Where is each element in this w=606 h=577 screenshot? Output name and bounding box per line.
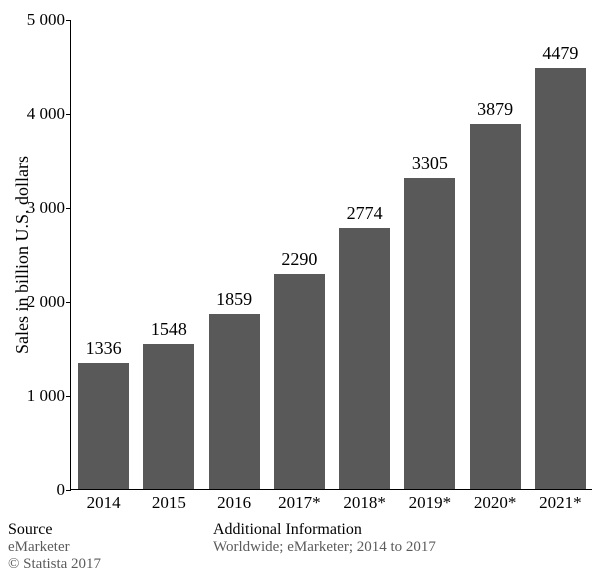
bar-value-label: 4479 <box>542 43 578 68</box>
bar: 1548 <box>143 344 194 490</box>
additional-info-text: Worldwide; eMarketer; 2014 to 2017 <box>213 539 598 556</box>
additional-info-title: Additional Information <box>213 521 598 539</box>
bar-value-label: 1336 <box>86 338 122 363</box>
bar-value-label: 2774 <box>347 203 383 228</box>
bar: 2774 <box>339 228 390 489</box>
bar: 4479 <box>535 68 586 489</box>
x-tick-label: 2014 <box>87 489 121 513</box>
y-tick-mark <box>66 490 71 491</box>
x-tick-label: 2016 <box>217 489 251 513</box>
y-tick-mark <box>66 20 71 21</box>
y-tick-label: 5 000 <box>27 10 71 30</box>
y-tick-mark <box>66 114 71 115</box>
bar-value-label: 1548 <box>151 319 187 344</box>
bar-value-label: 1859 <box>216 289 252 314</box>
bar-value-label: 3879 <box>477 99 513 124</box>
bar: 1859 <box>209 314 260 489</box>
x-tick-label: 2018* <box>343 489 386 513</box>
y-tick-label: 4 000 <box>27 104 71 124</box>
y-tick-mark <box>66 302 71 303</box>
bar: 3305 <box>404 178 455 489</box>
bars-group: 1336 1548 1859 2290 2774 3305 3879 4479 <box>71 20 592 489</box>
bar-value-label: 3305 <box>412 153 448 178</box>
y-tick-mark <box>66 396 71 397</box>
x-tick-label: 2021* <box>539 489 582 513</box>
plot-area: 13361548185922902774330538794479 01 0002… <box>70 20 592 490</box>
copyright-text: © Statista 2017 <box>8 556 213 573</box>
chart-container: Sales in billion U.S. dollars 1336 1548 18… <box>0 0 606 577</box>
x-tick-label: 2017* <box>278 489 321 513</box>
y-tick-label: 1 000 <box>27 386 71 406</box>
bar-value-label: 2290 <box>281 249 317 274</box>
y-axis-label: Sales in billion U.S. dollars <box>12 20 33 490</box>
x-tick-label: 2015 <box>152 489 186 513</box>
x-tick-label: 2019* <box>409 489 452 513</box>
y-tick-mark <box>66 208 71 209</box>
y-tick-label: 2 000 <box>27 292 71 312</box>
source-title: Source <box>8 521 213 539</box>
x-tick-label: 2020* <box>474 489 517 513</box>
bar: 1336 <box>78 363 129 489</box>
bar: 2290 <box>274 274 325 489</box>
bar: 3879 <box>470 124 521 489</box>
y-tick-label: 3 000 <box>27 198 71 218</box>
source-text: eMarketer <box>8 539 213 556</box>
chart-footer: Source Additional Information eMarketer … <box>8 521 598 573</box>
